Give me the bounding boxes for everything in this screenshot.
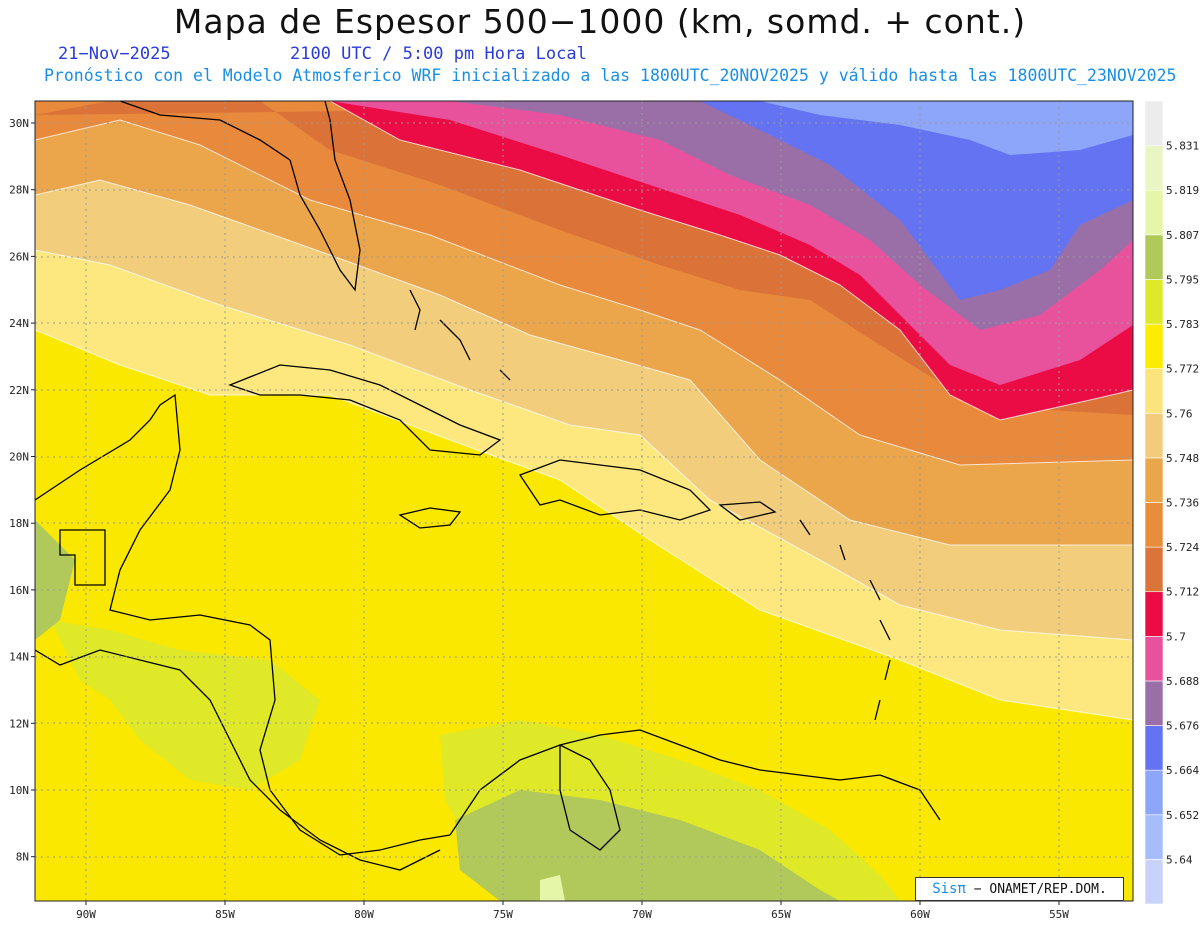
colorbar-swatch (1144, 546, 1164, 593)
band-5807 (540, 875, 565, 901)
colorbar-swatch (1144, 502, 1164, 548)
colorbar-label: 5.736 (1166, 497, 1199, 510)
lat-label: 28N (9, 184, 29, 197)
colorbar-label: 5.76 (1166, 407, 1193, 420)
credit-sis: Sisπ (932, 881, 966, 897)
colorbar-label: 5.772 (1166, 363, 1199, 376)
central-america-coast (35, 393, 451, 856)
lat-label: 16N (9, 584, 29, 597)
colorbar-label: 5.676 (1166, 720, 1199, 733)
forecast-time: 2100 UTC / 5:00 pm Hora Local (290, 44, 587, 64)
colorbar-swatch (1144, 368, 1164, 414)
lat-label: 10N (9, 784, 29, 797)
colorbar-swatch (1144, 100, 1164, 146)
cuba (228, 364, 502, 456)
lon-label: 70W (632, 908, 652, 921)
latitude-axis: 30N 28N 26N 24N 22N 20N 18N 16N 14N 12N 10N 8N (9, 117, 35, 864)
lon-label: 55W (1049, 908, 1069, 921)
colorbar-swatch (1144, 814, 1164, 860)
colorbar-swatch (1144, 323, 1164, 369)
lat-label: 14N (9, 651, 29, 664)
south-america-coast (449, 729, 941, 836)
lat-label: 12N (9, 717, 29, 730)
credit-text: − ONAMET/REP.DOM. (973, 882, 1107, 897)
colorbar-label: 5.724 (1166, 541, 1199, 554)
bahamas (409, 289, 511, 381)
colorbar-swatch (1144, 412, 1164, 459)
colorbar-swatch (1144, 725, 1164, 771)
colorbar-label: 5.819 (1166, 184, 1199, 197)
contour-lines (35, 101, 1133, 721)
colorbar-label: 5.664 (1166, 764, 1199, 777)
lat-label: 26N (9, 250, 29, 263)
colorbar-label: 5.712 (1166, 586, 1199, 599)
forecast-info: Pronóstico con el Modelo Atmosferico WRF… (44, 66, 1177, 85)
colorbar-swatch (1144, 457, 1164, 503)
lat-label: 18N (9, 517, 29, 530)
colorbar-swatch (1144, 234, 1164, 280)
lon-label: 60W (910, 908, 930, 921)
colorbar-label: 5.831 (1166, 140, 1199, 153)
longitude-axis: 90W 85W 80W 75W 70W 65W 60W 55W (76, 901, 1069, 921)
graticule (35, 101, 1133, 901)
thickness-bands (35, 101, 1133, 901)
lat-label: 24N (9, 317, 29, 330)
jamaica (398, 507, 462, 529)
colorbar-swatch (1144, 279, 1164, 325)
colorbar-label: 5.748 (1166, 452, 1199, 465)
map-frame (34, 100, 1134, 902)
band-5783-west (50, 620, 320, 790)
lon-label: 75W (493, 908, 513, 921)
colorbar-swatch (1144, 145, 1164, 191)
lat-label: 20N (9, 451, 29, 464)
band-5795 (455, 790, 840, 901)
lon-label: 80W (354, 908, 374, 921)
colorbar-label: 5.783 (1166, 318, 1199, 331)
credit-box: Sisπ − ONAMET/REP.DOM. (915, 877, 1124, 901)
colorbar-label: 5.688 (1166, 675, 1199, 688)
band-5664 (560, 101, 1133, 300)
band-5795-west (35, 520, 75, 640)
lake-maracaibo (559, 743, 621, 851)
florida-peninsula (289, 101, 361, 292)
colorbar: 5.831 5.819 5.807 5.795 5.783 5.772 5.76 5.748 5… (1144, 100, 1199, 905)
lon-label: 90W (76, 908, 96, 921)
puerto-rico (718, 501, 777, 521)
colorbar-swatch (1144, 769, 1164, 816)
lat-label: 30N (9, 117, 29, 130)
colorbar-label: 5.652 (1166, 809, 1199, 822)
forecast-date: 21−Nov−2025 (58, 44, 171, 64)
colorbar-swatch (1144, 189, 1164, 236)
colorbar-swatch (1144, 591, 1164, 637)
colorbar-swatch (1144, 636, 1164, 682)
coastlines (35, 101, 941, 871)
lon-label: 65W (771, 908, 791, 921)
band-5652 (760, 101, 1133, 155)
map-title: Mapa de Espesor 500−1000 (km, somd. + co… (173, 2, 1027, 41)
belize-border (59, 529, 106, 586)
colorbar-swatch (1144, 859, 1164, 905)
lat-label: 22N (9, 384, 29, 397)
central-america-pacific (35, 649, 441, 871)
colorbar-label: 5.795 (1166, 273, 1199, 286)
colorbar-label: 5.807 (1166, 229, 1199, 242)
hispaniola (519, 459, 712, 521)
us-gulf-coast (119, 101, 291, 161)
colorbar-label: 5.64 (1166, 853, 1193, 866)
colorbar-label: 5.7 (1166, 630, 1186, 643)
lon-label: 85W (215, 908, 235, 921)
lat-label: 8N (16, 851, 29, 864)
colorbar-swatch (1144, 680, 1164, 726)
